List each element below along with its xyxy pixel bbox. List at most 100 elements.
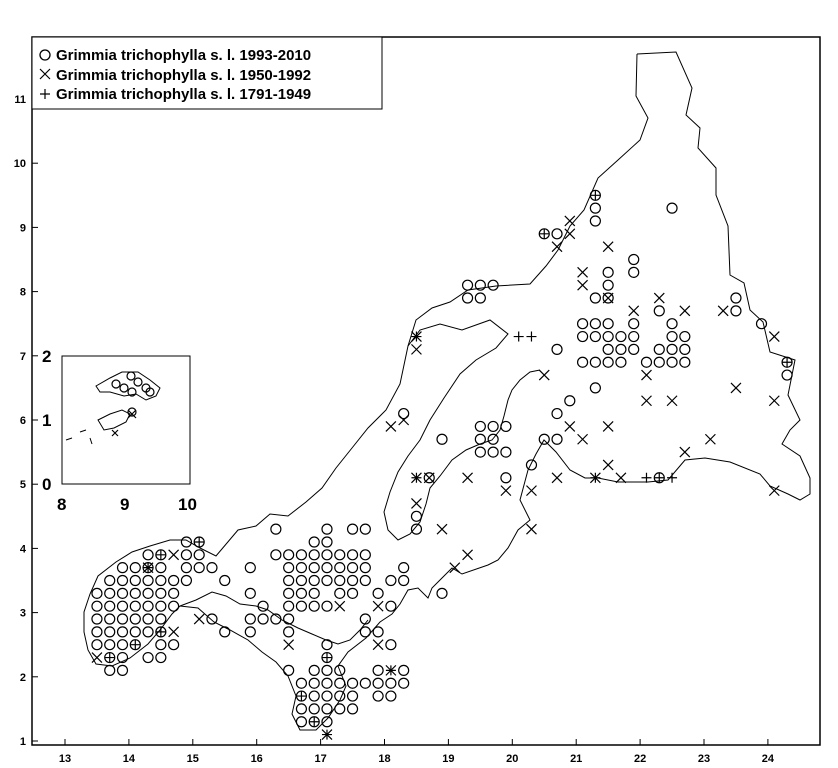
record-marker-circle xyxy=(155,587,167,599)
record-marker-circle xyxy=(104,626,116,638)
record-marker-x xyxy=(577,279,589,291)
record-marker-circle xyxy=(372,587,384,599)
record-marker-circle xyxy=(295,574,308,587)
x-tick-label-19: 19 xyxy=(442,753,454,765)
record-marker-circle xyxy=(283,549,295,561)
record-marker-circle xyxy=(487,433,499,445)
x-tick-label-22: 22 xyxy=(634,753,646,765)
record-marker-x xyxy=(615,472,627,484)
record-marker-circle xyxy=(666,343,678,355)
record-marker-circle xyxy=(104,574,116,587)
record-marker-circle xyxy=(308,562,320,574)
record-marker-x xyxy=(564,215,576,227)
x-tick-label-20: 20 xyxy=(506,753,518,765)
record-marker-plus xyxy=(155,626,166,637)
x-tick-label-17: 17 xyxy=(314,753,326,765)
record-marker-circle xyxy=(653,356,665,368)
record-marker-circle xyxy=(615,330,627,343)
record-marker-circle xyxy=(321,523,333,535)
record-marker-circle xyxy=(679,356,691,368)
record-marker-x xyxy=(679,305,691,317)
record-marker-circle xyxy=(116,626,129,638)
record-marker-circle xyxy=(295,703,308,715)
record-marker-circle xyxy=(372,626,384,638)
record-marker-circle xyxy=(628,318,640,330)
record-marker-circle xyxy=(334,703,346,715)
record-marker-x xyxy=(385,420,397,432)
record-marker-x xyxy=(551,241,563,253)
record-marker-circle xyxy=(308,664,320,676)
record-marker-circle xyxy=(334,562,346,574)
record-marker-x xyxy=(768,485,780,497)
record-marker-circle xyxy=(602,343,614,355)
record-marker-circle xyxy=(129,562,141,574)
record-marker-plus xyxy=(667,472,678,483)
record-marker-circle xyxy=(308,536,320,548)
record-marker-circle xyxy=(116,651,129,664)
record-marker-x xyxy=(372,600,384,612)
record-marker-circle xyxy=(142,600,154,612)
coastline xyxy=(83,51,811,731)
record-marker-circle xyxy=(436,587,448,599)
record-marker-x xyxy=(679,446,691,458)
record-marker-circle xyxy=(398,562,410,574)
record-marker-x xyxy=(717,305,729,317)
record-marker-circle xyxy=(589,292,601,304)
x-tick-label-16: 16 xyxy=(251,753,263,765)
record-marker-circle xyxy=(359,574,371,587)
record-marker-circle xyxy=(321,664,333,676)
record-marker-plus xyxy=(385,665,396,676)
record-marker-circle xyxy=(385,639,397,651)
x-tick-label-23: 23 xyxy=(698,753,710,765)
record-marker-circle xyxy=(129,600,141,612)
record-marker-circle xyxy=(385,600,397,612)
y-tick-label-10: 10 xyxy=(14,158,26,170)
record-marker-plus xyxy=(143,562,154,573)
record-marker-x xyxy=(602,292,614,304)
record-marker-circle xyxy=(487,446,499,458)
record-marker-circle xyxy=(321,703,333,715)
record-marker-circle xyxy=(398,677,410,689)
record-marker-x xyxy=(462,549,473,561)
record-marker-circle xyxy=(180,536,193,548)
record-marker-circle xyxy=(129,574,141,587)
record-marker-circle xyxy=(602,279,614,291)
record-marker-circle xyxy=(602,318,614,330)
record-marker-circle xyxy=(461,279,474,291)
y-tick-label-3: 3 xyxy=(20,608,26,620)
record-marker-plus xyxy=(654,472,665,483)
record-marker-plus xyxy=(194,536,205,547)
record-marker-circle xyxy=(308,703,320,715)
record-marker-circle xyxy=(244,626,256,638)
record-marker-circle xyxy=(334,587,346,599)
record-marker-circle xyxy=(257,600,269,612)
record-marker-x xyxy=(526,523,537,535)
record-marker-circle xyxy=(283,600,295,612)
record-marker-circle xyxy=(755,318,768,330)
record-marker-plus xyxy=(411,472,422,483)
record-marker-circle xyxy=(628,266,640,278)
record-marker-circle xyxy=(168,600,180,612)
record-marker-circle xyxy=(334,549,346,561)
record-marker-circle xyxy=(321,536,333,548)
record-marker-circle xyxy=(283,613,295,625)
record-marker-circle xyxy=(346,562,359,574)
record-marker-circle xyxy=(334,677,346,689)
record-marker-circle xyxy=(551,433,563,445)
legend-label-1791-1949: Grimmia trichophylla s. l. 1791-1949 xyxy=(56,86,311,103)
record-marker-circle xyxy=(295,549,308,561)
record-marker-x xyxy=(577,266,589,278)
record-marker-circle xyxy=(129,626,141,638)
record-marker-x xyxy=(628,305,640,317)
record-marker-circle xyxy=(142,613,154,625)
plot-frame xyxy=(31,36,821,746)
record-marker-plus xyxy=(104,652,115,663)
record-marker-circle xyxy=(602,356,614,368)
record-marker-circle xyxy=(129,613,141,625)
record-marker-circle xyxy=(219,574,231,587)
record-marker-x xyxy=(538,369,550,381)
record-marker-circle xyxy=(283,664,295,676)
record-marker-x xyxy=(704,433,716,445)
record-marker-x xyxy=(283,639,295,651)
